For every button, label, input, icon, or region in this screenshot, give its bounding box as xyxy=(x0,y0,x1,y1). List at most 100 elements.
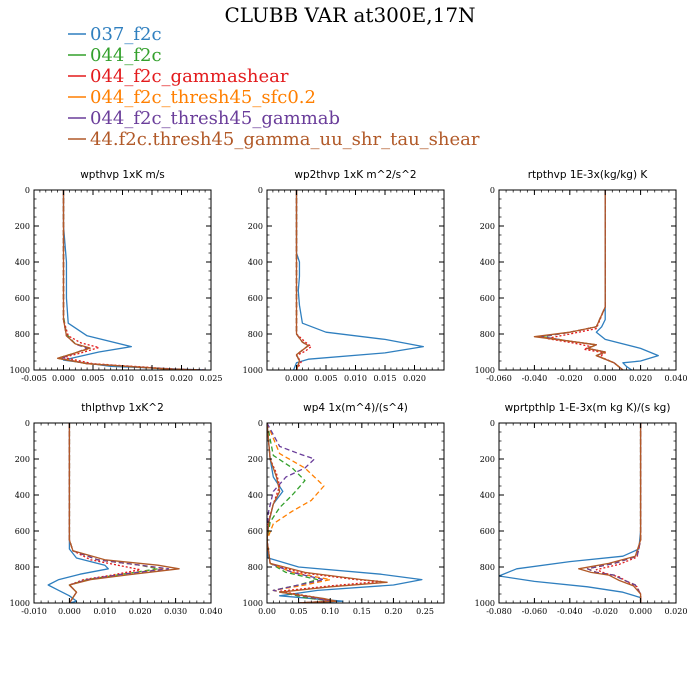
panel-title: wpthvp 1xK m/s xyxy=(80,169,165,181)
x-tick-label: 0.000 xyxy=(285,374,308,383)
x-tick-label: 0.000 xyxy=(52,374,75,383)
x-tick-label: -0.020 xyxy=(557,374,583,383)
plot-panel: wp4 1x(m^4)/(s^4) 0.00 0.05 0.10 0.15 0.20 0.2… xyxy=(243,402,445,616)
y-tick-label: 200 xyxy=(480,222,495,231)
y-tick-label: 0 xyxy=(258,186,263,195)
x-tick-label: 0.020 xyxy=(403,374,426,383)
y-tick-label: 800 xyxy=(248,563,263,572)
y-tick-label: 200 xyxy=(15,455,30,464)
y-tick-label: 400 xyxy=(15,491,30,500)
x-tick-label: -0.080 xyxy=(486,607,512,616)
series-line xyxy=(267,423,331,603)
x-tick-label: -0.010 xyxy=(21,607,47,616)
x-tick-label: -0.005 xyxy=(21,374,47,383)
y-tick-label: 800 xyxy=(15,330,30,339)
legend-label: 037_f2c xyxy=(90,24,162,45)
series-line xyxy=(295,190,309,370)
legend-label: 044_f2c_gammashear xyxy=(90,66,289,87)
legend-entry: 044_f2c xyxy=(68,45,162,66)
y-tick-label: 400 xyxy=(15,258,30,267)
x-tick-label: 0.000 xyxy=(58,607,81,616)
panel-title: rtpthvp 1E-3x(kg/kg) K xyxy=(528,169,649,181)
x-tick-label: 0.000 xyxy=(594,374,617,383)
x-tick-label: 0.005 xyxy=(82,374,105,383)
series-line xyxy=(578,423,642,603)
x-tick-label: 0.005 xyxy=(315,374,338,383)
plot-panel: wp2thvp 1xK m^2/s^2 0.000 0.005 0.010 0.015 0… xyxy=(243,169,445,383)
y-tick-label: 1000 xyxy=(10,366,30,375)
plot-panel: rtpthvp 1E-3x(kg/kg) K -0.060 -0.040 -0.020… xyxy=(475,169,688,383)
x-tick-label: 0.020 xyxy=(129,607,152,616)
panel-title: wprtpthlp 1-E-3x(m kg K)/(s kg) xyxy=(505,402,671,414)
x-tick-label: 0.040 xyxy=(200,607,223,616)
x-tick-label: 0.15 xyxy=(353,607,371,616)
y-tick-label: 400 xyxy=(480,258,495,267)
series-line xyxy=(533,190,624,370)
legend-label: 044_f2c_thresh45_sfc0.2 xyxy=(90,87,316,108)
x-tick-label: 0.000 xyxy=(629,607,652,616)
series-line xyxy=(595,190,659,370)
series-line xyxy=(267,423,388,603)
chart-title: CLUBB VAR at300E,17N xyxy=(224,3,475,27)
y-tick-label: 200 xyxy=(248,455,263,464)
y-tick-label: 0 xyxy=(490,419,495,428)
x-tick-label: 0.020 xyxy=(665,607,688,616)
x-tick-label: -0.060 xyxy=(522,607,548,616)
x-tick-label: 0.05 xyxy=(290,607,308,616)
y-tick-label: 0 xyxy=(490,186,495,195)
legend-label: 044_f2c_thresh45_gammab xyxy=(90,108,340,129)
x-tick-label: 0.015 xyxy=(374,374,397,383)
x-tick-label: -0.040 xyxy=(557,607,583,616)
y-tick-label: 200 xyxy=(248,222,263,231)
legend-entry: 044_f2c_gammashear xyxy=(68,66,289,87)
x-tick-label: 0.010 xyxy=(111,374,134,383)
y-tick-label: 800 xyxy=(480,563,495,572)
y-tick-label: 200 xyxy=(15,222,30,231)
x-tick-label: 0.020 xyxy=(170,374,193,383)
x-tick-label: 0.030 xyxy=(164,607,187,616)
legend-label: 044_f2c xyxy=(90,45,162,66)
legend-entry: 44.f2c.thresh45_gamma_uu_shr_tau_shear xyxy=(68,129,480,150)
x-tick-label: -0.060 xyxy=(486,374,512,383)
y-tick-label: 1000 xyxy=(10,599,30,608)
y-tick-label: 800 xyxy=(480,330,495,339)
x-tick-label: -0.040 xyxy=(522,374,548,383)
x-tick-label: 0.010 xyxy=(93,607,116,616)
legend-entry: 037_f2c xyxy=(68,24,162,45)
y-tick-label: 600 xyxy=(15,294,30,303)
y-tick-label: 1000 xyxy=(243,366,263,375)
series-line xyxy=(68,423,180,603)
x-tick-label: 0.025 xyxy=(200,374,223,383)
y-tick-label: 1000 xyxy=(475,366,495,375)
y-tick-label: 1000 xyxy=(243,599,263,608)
y-tick-label: 0 xyxy=(25,186,30,195)
legend: 037_f2c044_f2c044_f2c_gammashear044_f2c_… xyxy=(68,24,480,150)
y-tick-label: 600 xyxy=(480,527,495,536)
y-tick-label: 400 xyxy=(248,258,263,267)
x-tick-label: 0.25 xyxy=(416,607,434,616)
y-tick-label: 0 xyxy=(25,419,30,428)
series-line xyxy=(47,423,109,603)
y-tick-label: 800 xyxy=(248,330,263,339)
y-tick-label: 600 xyxy=(480,294,495,303)
panel-title: wp2thvp 1xK m^2/s^2 xyxy=(294,169,416,181)
x-tick-label: 0.10 xyxy=(321,607,339,616)
x-tick-label: 0.00 xyxy=(258,607,276,616)
x-tick-label: -0.020 xyxy=(592,607,618,616)
y-tick-label: 400 xyxy=(480,491,495,500)
y-tick-label: 200 xyxy=(480,455,495,464)
series-line xyxy=(56,190,200,370)
series-line xyxy=(292,190,424,370)
x-tick-label: 0.020 xyxy=(629,374,652,383)
y-tick-label: 600 xyxy=(15,527,30,536)
y-tick-label: 600 xyxy=(248,527,263,536)
plot-panel: wpthvp 1xK m/s -0.005 0.000 0.005 0.010 0.015… xyxy=(10,169,223,383)
y-tick-label: 800 xyxy=(15,563,30,572)
series-line xyxy=(586,423,642,603)
series-line xyxy=(62,190,206,370)
y-tick-label: 400 xyxy=(248,491,263,500)
legend-entry: 044_f2c_thresh45_gammab xyxy=(68,108,340,129)
plot-panel: wprtpthlp 1-E-3x(m kg K)/(s kg) -0.080 -0.… xyxy=(475,402,688,616)
panel-title: thlpthvp 1xK^2 xyxy=(81,402,164,414)
